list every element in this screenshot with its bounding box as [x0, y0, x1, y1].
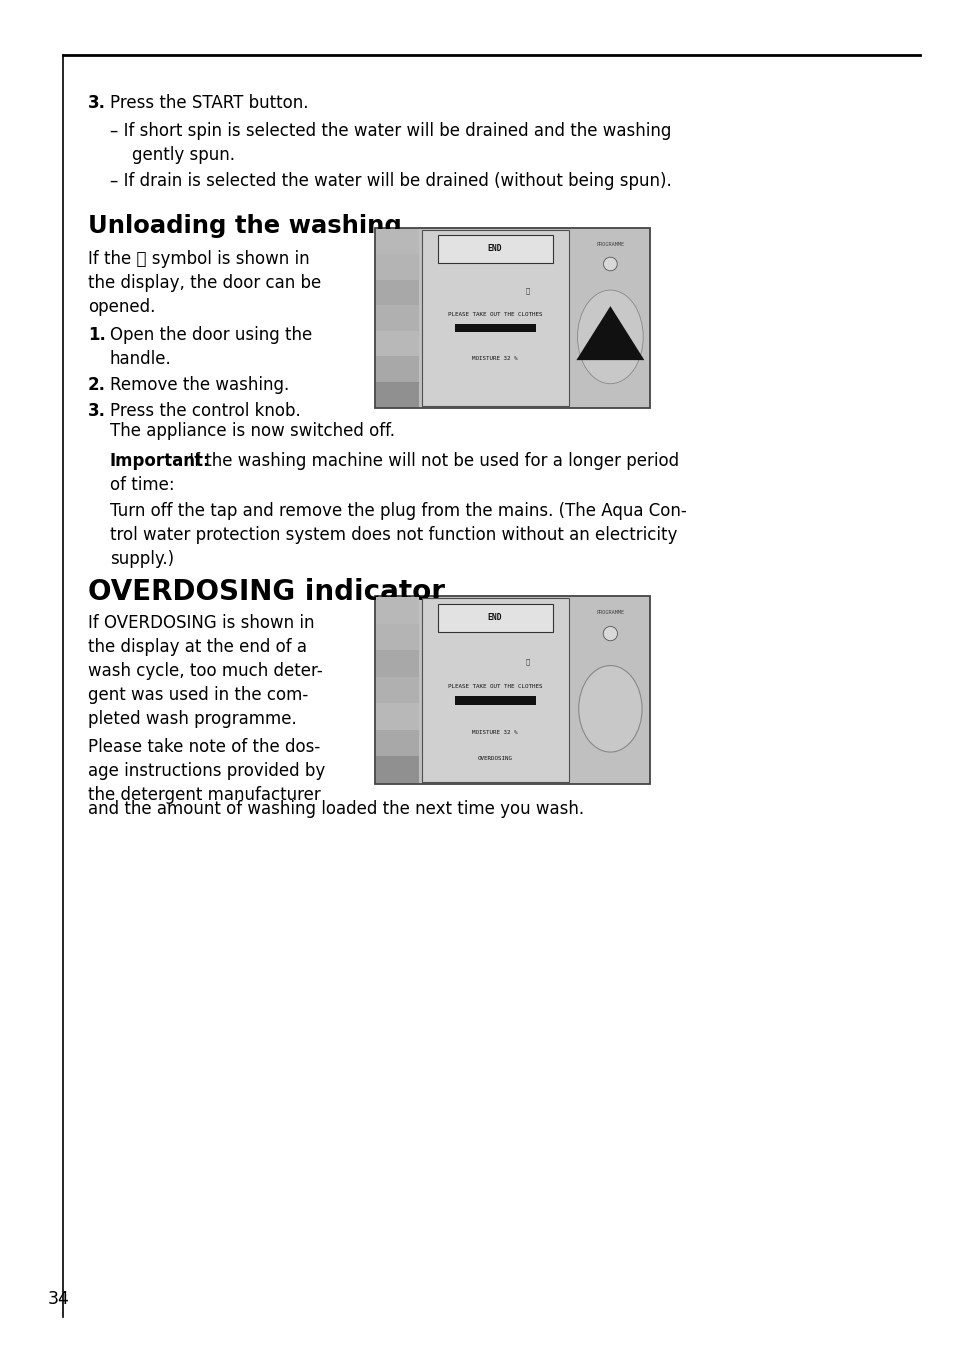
Bar — [375, 306, 418, 331]
Text: Open the door using the: Open the door using the — [110, 326, 312, 343]
Text: opened.: opened. — [88, 297, 155, 316]
Text: END: END — [487, 245, 502, 253]
Bar — [437, 235, 552, 262]
Bar — [375, 331, 418, 356]
Text: 🔓: 🔓 — [525, 658, 529, 665]
Text: trol water protection system does not function without an electricity: trol water protection system does not fu… — [110, 526, 677, 544]
Text: age instructions provided by: age instructions provided by — [88, 763, 325, 780]
Ellipse shape — [578, 665, 641, 752]
Text: 2.: 2. — [88, 376, 106, 393]
Text: Important:: Important: — [110, 452, 211, 470]
Text: supply.): supply.) — [110, 550, 174, 568]
Text: – If short spin is selected the water will be drained and the washing: – If short spin is selected the water wi… — [110, 122, 671, 141]
Text: the display, the door can be: the display, the door can be — [88, 274, 321, 292]
Text: handle.: handle. — [110, 350, 172, 368]
Text: PLEASE TAKE OUT THE CLOTHES: PLEASE TAKE OUT THE CLOTHES — [448, 312, 542, 316]
Text: PROGRAMME: PROGRAMME — [596, 242, 624, 246]
Bar — [455, 323, 535, 333]
Text: Press the START button.: Press the START button. — [110, 95, 308, 112]
Bar — [455, 696, 535, 704]
Text: MOISTURE 32 %: MOISTURE 32 % — [472, 730, 517, 735]
Bar — [375, 598, 418, 623]
Bar — [375, 703, 418, 730]
Text: The appliance is now switched off.: The appliance is now switched off. — [110, 422, 395, 439]
Bar — [375, 254, 418, 280]
Bar — [375, 756, 418, 783]
Text: OVERDOSING indicator: OVERDOSING indicator — [88, 579, 444, 606]
Text: OVERDOSING: OVERDOSING — [477, 756, 512, 761]
Text: 3.: 3. — [88, 402, 106, 420]
Text: and the amount of washing loaded the next time you wash.: and the amount of washing loaded the nex… — [88, 800, 583, 818]
Bar — [375, 381, 418, 407]
Text: gently spun.: gently spun. — [132, 146, 234, 164]
Text: MOISTURE 32 %: MOISTURE 32 % — [472, 356, 517, 361]
Bar — [375, 650, 418, 677]
Circle shape — [602, 626, 617, 641]
Text: Press the control knob.: Press the control knob. — [110, 402, 300, 420]
Bar — [437, 603, 552, 631]
Text: Turn off the tap and remove the plug from the mains. (The Aqua Con-: Turn off the tap and remove the plug fro… — [110, 502, 686, 521]
Text: the detergent manufacturer: the detergent manufacturer — [88, 786, 320, 804]
Text: 3.: 3. — [88, 95, 106, 112]
Text: If the ⓓ symbol is shown in: If the ⓓ symbol is shown in — [88, 250, 310, 268]
Bar — [375, 228, 418, 254]
Text: 34: 34 — [48, 1290, 70, 1307]
Bar — [375, 730, 418, 756]
Text: If the washing machine will not be used for a longer period: If the washing machine will not be used … — [184, 452, 679, 470]
Circle shape — [603, 257, 617, 270]
Text: the display at the end of a: the display at the end of a — [88, 638, 307, 656]
Bar — [421, 230, 568, 406]
Bar — [375, 677, 418, 703]
Text: PLEASE TAKE OUT THE CLOTHES: PLEASE TAKE OUT THE CLOTHES — [448, 684, 542, 688]
Text: END: END — [487, 614, 502, 622]
Polygon shape — [576, 306, 643, 360]
Text: 1.: 1. — [88, 326, 106, 343]
Text: – If drain is selected the water will be drained (without being spun).: – If drain is selected the water will be… — [110, 172, 671, 191]
Bar — [375, 228, 649, 408]
Text: PROGRAMME: PROGRAMME — [596, 610, 624, 615]
Bar — [375, 623, 418, 650]
Text: Unloading the washing: Unloading the washing — [88, 214, 401, 238]
Text: pleted wash programme.: pleted wash programme. — [88, 710, 296, 727]
Bar — [375, 596, 649, 784]
Text: If OVERDOSING is shown in: If OVERDOSING is shown in — [88, 614, 314, 631]
Bar — [421, 598, 568, 781]
Text: gent was used in the com-: gent was used in the com- — [88, 685, 308, 704]
Text: wash cycle, too much deter-: wash cycle, too much deter- — [88, 662, 322, 680]
Text: Please take note of the dos-: Please take note of the dos- — [88, 738, 320, 756]
Text: 🔓: 🔓 — [525, 288, 529, 293]
Bar — [375, 356, 418, 381]
Ellipse shape — [577, 291, 642, 384]
Text: of time:: of time: — [110, 476, 174, 493]
Bar — [375, 280, 418, 306]
Text: Remove the washing.: Remove the washing. — [110, 376, 289, 393]
